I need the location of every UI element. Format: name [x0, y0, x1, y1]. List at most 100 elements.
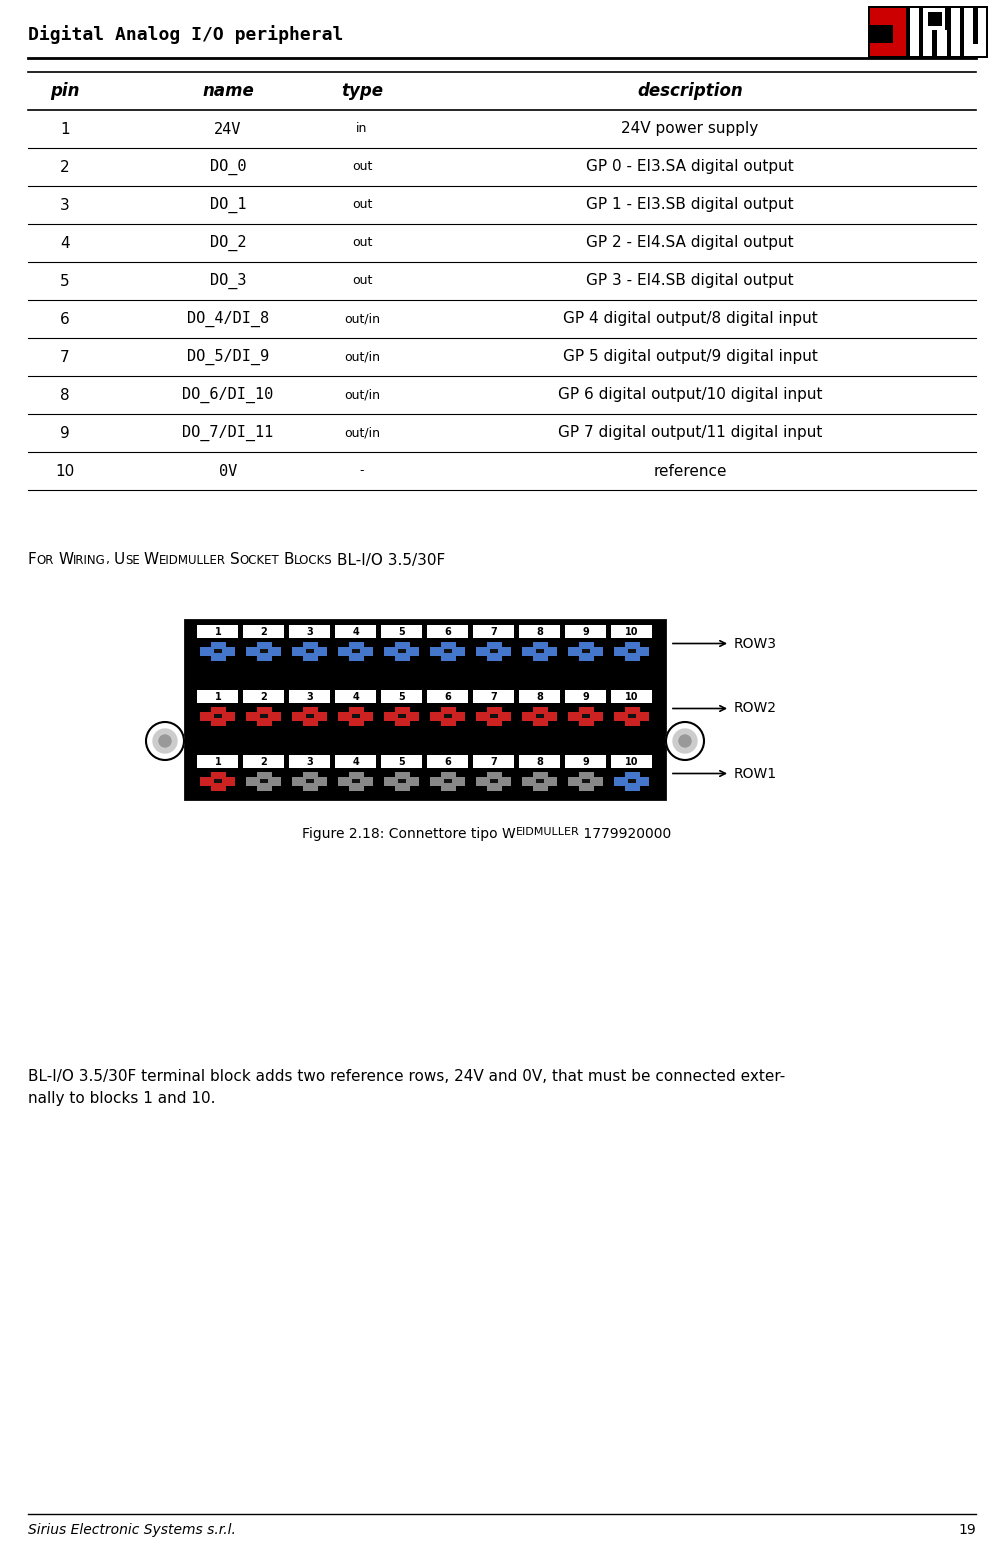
Text: SE: SE: [125, 553, 139, 567]
Text: 9: 9: [60, 426, 70, 440]
Text: 10: 10: [625, 757, 638, 768]
Text: OR: OR: [37, 553, 54, 567]
Bar: [244, 625, 284, 639]
Bar: [201, 646, 236, 656]
Text: 9: 9: [582, 692, 589, 702]
Bar: [963, 44, 985, 56]
Bar: [352, 713, 359, 718]
Text: 1: 1: [215, 757, 221, 768]
Text: EIDMULLER: EIDMULLER: [516, 827, 579, 838]
Bar: [568, 777, 603, 786]
Bar: [381, 690, 422, 702]
Text: 6: 6: [444, 692, 451, 702]
Text: W: W: [58, 553, 73, 567]
Bar: [198, 755, 239, 768]
Text: out: out: [351, 236, 372, 250]
Bar: [257, 771, 272, 791]
Text: 10: 10: [625, 626, 638, 637]
Text: out: out: [351, 199, 372, 211]
Bar: [522, 646, 557, 656]
Bar: [440, 771, 456, 791]
Text: 2: 2: [60, 160, 70, 174]
Text: GP 5 digital output/9 digital input: GP 5 digital output/9 digital input: [562, 350, 816, 365]
Bar: [381, 755, 422, 768]
Text: 8: 8: [536, 757, 543, 768]
Text: out/in: out/in: [344, 426, 379, 440]
Bar: [533, 771, 548, 791]
Circle shape: [665, 723, 703, 760]
Bar: [582, 713, 590, 718]
Bar: [394, 642, 410, 660]
Text: BL-I/O 3.5/30F terminal block adds two reference rows, 24V and 0V, that must be : BL-I/O 3.5/30F terminal block adds two r…: [28, 1069, 784, 1085]
Text: GP 3 - EI4.SB digital output: GP 3 - EI4.SB digital output: [586, 274, 793, 289]
Text: 3: 3: [306, 626, 313, 637]
Text: type: type: [341, 82, 382, 99]
Text: 7: 7: [490, 757, 496, 768]
Bar: [440, 642, 456, 660]
Bar: [870, 25, 892, 44]
Text: ROW3: ROW3: [733, 637, 776, 651]
Bar: [473, 625, 514, 639]
Bar: [614, 646, 649, 656]
Bar: [533, 707, 548, 726]
Bar: [338, 777, 373, 786]
Text: 9: 9: [582, 626, 589, 637]
Text: 4: 4: [352, 692, 359, 702]
Bar: [625, 707, 640, 726]
Text: 4: 4: [352, 757, 359, 768]
Bar: [384, 777, 419, 786]
Bar: [384, 712, 419, 721]
Bar: [257, 707, 272, 726]
Bar: [582, 779, 590, 783]
Circle shape: [145, 723, 184, 760]
Bar: [394, 771, 410, 791]
Bar: [582, 650, 590, 653]
Bar: [201, 777, 236, 786]
Circle shape: [152, 729, 177, 754]
Text: 1: 1: [215, 692, 221, 702]
Bar: [963, 8, 972, 56]
Bar: [489, 650, 497, 653]
Text: 3: 3: [306, 757, 313, 768]
Text: GP 0 - EI3.SA digital output: GP 0 - EI3.SA digital output: [586, 160, 793, 174]
Bar: [611, 625, 652, 639]
Bar: [244, 755, 284, 768]
Bar: [565, 690, 606, 702]
Text: DO_2: DO_2: [210, 235, 246, 252]
Bar: [522, 777, 557, 786]
Bar: [260, 779, 268, 783]
Bar: [486, 642, 502, 660]
Text: 9: 9: [582, 757, 589, 768]
Text: 5: 5: [398, 626, 405, 637]
Bar: [306, 650, 314, 653]
Text: pin: pin: [50, 82, 79, 99]
Bar: [625, 642, 640, 660]
Bar: [486, 707, 502, 726]
Text: 10: 10: [625, 692, 638, 702]
Bar: [338, 646, 373, 656]
Text: name: name: [202, 82, 254, 99]
Bar: [303, 771, 318, 791]
Bar: [628, 650, 635, 653]
Bar: [247, 777, 281, 786]
Text: F: F: [28, 553, 37, 567]
Text: out/in: out/in: [344, 351, 379, 364]
Bar: [536, 650, 544, 653]
Text: B: B: [283, 553, 294, 567]
Text: 8: 8: [60, 387, 70, 402]
Bar: [473, 690, 514, 702]
Bar: [870, 8, 905, 56]
Bar: [522, 712, 557, 721]
Text: out: out: [351, 160, 372, 174]
Bar: [214, 779, 222, 783]
Circle shape: [158, 735, 171, 747]
Text: 5: 5: [398, 692, 405, 702]
Text: Digital Analog I/O peripheral: Digital Analog I/O peripheral: [28, 25, 343, 45]
Bar: [625, 771, 640, 791]
Bar: [306, 779, 314, 783]
Bar: [473, 755, 514, 768]
Bar: [349, 707, 364, 726]
Text: 7: 7: [490, 692, 496, 702]
Text: reference: reference: [653, 463, 726, 479]
Text: GP 7 digital output/11 digital input: GP 7 digital output/11 digital input: [558, 426, 821, 440]
